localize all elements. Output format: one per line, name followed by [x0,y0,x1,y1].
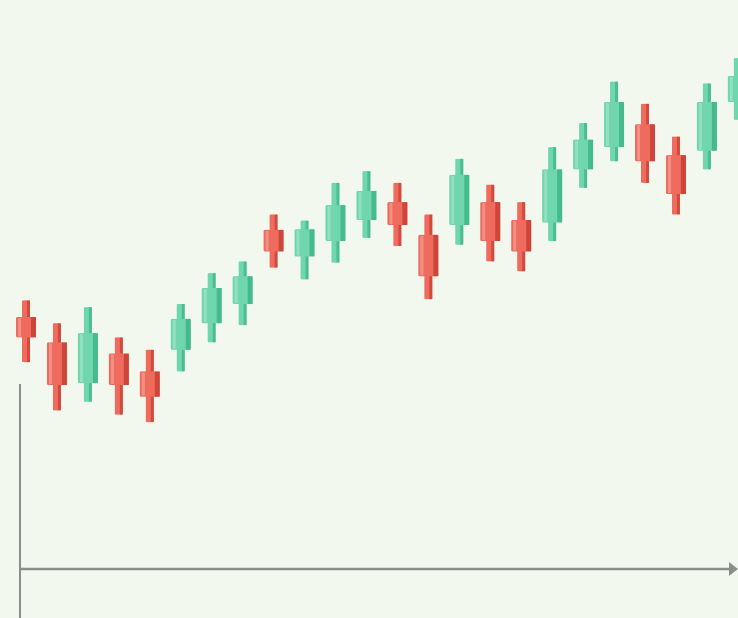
candle-body-shade [526,220,532,252]
candle-body-shade [433,234,439,277]
candle-16-down [480,184,501,262]
candle-6-up [170,304,191,372]
candle-2-down [46,323,67,411]
candle-body-highlight [79,334,83,383]
candle-body-shade [123,353,129,386]
candle-body-shade [247,276,253,305]
candle-body-shade [31,317,36,338]
candles [16,58,738,423]
candle-body-highlight [482,203,486,241]
candle-body-shade [588,139,594,170]
candle-body-shade [650,124,655,162]
candle-body-shade [216,287,222,324]
candle-7-up [201,273,222,343]
candle-24-up [727,58,738,120]
candle-body-shade [92,333,98,384]
candle-23-up [696,83,717,170]
candle-body-highlight [234,277,238,304]
candle-1-down [16,300,36,363]
candle-body-highlight [327,206,331,241]
candle-body-highlight [358,191,362,220]
candle-body-shade [557,169,563,223]
candle-body-shade [371,190,377,221]
candle-body-highlight [513,221,517,251]
candle-body-highlight [420,235,424,276]
candle-body-highlight [698,102,702,150]
candle-body-shade [619,101,625,148]
candle-body-highlight [544,170,548,222]
candle-20-up [604,81,625,162]
candle-body-highlight [48,343,52,385]
candle-body-highlight [575,140,579,169]
candle-body-highlight [389,203,393,224]
candle-body-highlight [667,156,671,194]
candle-body-highlight [606,102,610,147]
candle-12-up [356,171,377,238]
candle-22-down [665,136,686,215]
candle-19-up [573,122,594,188]
candle-5-down [139,349,160,423]
candle-body-highlight [265,230,269,251]
candle-body-highlight [637,125,640,161]
candle-18-up [542,147,563,242]
candle-body-shade [680,155,686,195]
candle-11-up [325,182,346,263]
candle-17-down [511,202,532,272]
candle-body-shade [711,101,717,151]
candle-3-up [77,307,98,402]
candle-8-up [232,261,253,326]
candle-10-up [294,220,315,280]
candle-body-shade [278,229,284,252]
candle-body-highlight [18,318,21,337]
candle-body-highlight [729,77,733,101]
candle-body-shade [495,202,501,242]
candle-body-shade [154,371,160,397]
candle-body-shade [340,205,346,242]
candle-body-shade [402,202,408,225]
candle-body-shade [185,318,191,350]
candle-13-down [387,182,408,246]
candle-9-down [263,214,284,268]
candle-body [727,76,738,102]
candle-body-shade [309,229,315,257]
candle-body-highlight [203,288,207,323]
candle-body-highlight [141,372,145,396]
candle-body-highlight [172,319,176,349]
candle-14-down [418,214,439,300]
candle-body-highlight [296,230,300,256]
x-axis-arrow-icon [729,562,738,576]
candle-body-highlight [451,175,455,224]
candle-body-highlight [110,354,114,385]
candle-15-up [449,158,470,245]
candle-body-shade [61,342,67,386]
candle-4-down [108,337,129,415]
candle-body-shade [464,174,470,225]
axes [19,384,738,618]
candle-body [46,342,67,386]
candle-21-down [635,103,655,183]
